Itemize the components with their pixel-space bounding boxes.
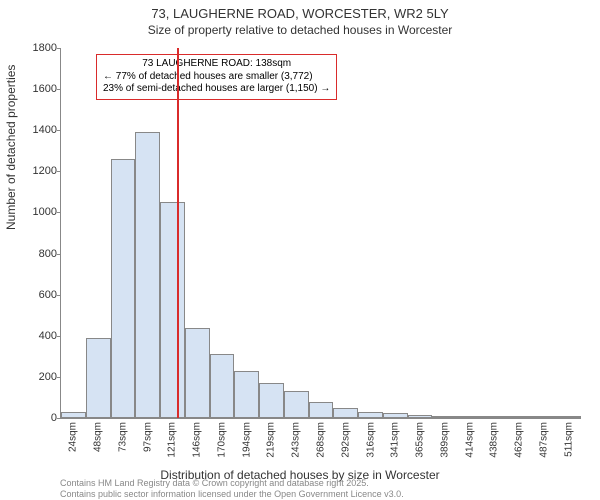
y-tick-mark	[57, 336, 61, 337]
y-tick-mark	[57, 89, 61, 90]
x-tick-label: 414sqm	[464, 422, 475, 458]
histogram-bar	[135, 132, 160, 418]
histogram-bar	[284, 391, 309, 418]
x-tick-label: 194sqm	[241, 422, 252, 458]
x-tick-label: 73sqm	[117, 422, 128, 452]
histogram-bar	[210, 354, 235, 418]
histogram-bar	[86, 338, 111, 418]
x-tick-label: 389sqm	[439, 422, 450, 458]
x-tick-label: 121sqm	[167, 422, 178, 458]
annotation-line2: ← 77% of detached houses are smaller (3,…	[103, 71, 330, 84]
histogram-bar	[234, 371, 259, 418]
x-tick-label: 511sqm	[563, 422, 574, 457]
x-tick-label: 341sqm	[390, 422, 401, 458]
x-tick-label: 219sqm	[266, 422, 277, 458]
property-marker-line	[177, 48, 179, 418]
y-tick-mark	[57, 254, 61, 255]
page-subtitle: Size of property relative to detached ho…	[0, 23, 600, 37]
histogram-bar	[408, 415, 433, 418]
y-tick-mark	[57, 212, 61, 213]
histogram-bar	[333, 408, 358, 418]
chart-container: 73, LAUGHERNE ROAD, WORCESTER, WR2 5LY S…	[0, 0, 600, 500]
x-tick-label: 146sqm	[192, 422, 203, 458]
histogram-bar	[259, 383, 284, 418]
y-axis-label: Number of detached properties	[4, 65, 18, 230]
footnote-line1: Contains HM Land Registry data © Crown c…	[60, 478, 404, 488]
histogram-bar	[309, 402, 334, 418]
x-tick-label: 268sqm	[316, 422, 327, 458]
histogram-bar	[457, 416, 482, 418]
histogram-bar	[61, 412, 86, 418]
y-tick-mark	[57, 377, 61, 378]
histogram-bar	[160, 202, 185, 418]
y-tick-mark	[57, 130, 61, 131]
page-title: 73, LAUGHERNE ROAD, WORCESTER, WR2 5LY	[0, 0, 600, 23]
histogram-bar	[432, 416, 457, 418]
annotation-line3: 23% of semi-detached houses are larger (…	[103, 83, 330, 96]
footnote: Contains HM Land Registry data © Crown c…	[60, 478, 404, 499]
annotation-box: 73 LAUGHERNE ROAD: 138sqm ← 77% of detac…	[96, 54, 337, 100]
histogram-plot: 73 LAUGHERNE ROAD: 138sqm ← 77% of detac…	[60, 48, 581, 419]
x-tick-label: 48sqm	[93, 422, 104, 452]
x-tick-label: 243sqm	[291, 422, 302, 458]
histogram-bar	[383, 413, 408, 418]
x-tick-label: 316sqm	[365, 422, 376, 458]
histogram-bar	[185, 328, 210, 418]
y-tick-mark	[57, 171, 61, 172]
y-tick-mark	[57, 295, 61, 296]
histogram-bar	[531, 416, 556, 418]
histogram-bar	[507, 416, 532, 418]
x-tick-label: 487sqm	[538, 422, 549, 458]
x-tick-label: 462sqm	[514, 422, 525, 458]
x-tick-label: 24sqm	[68, 422, 79, 452]
histogram-bar	[556, 416, 581, 418]
footnote-line2: Contains public sector information licen…	[60, 489, 404, 499]
x-tick-label: 170sqm	[216, 422, 227, 458]
x-tick-label: 438sqm	[489, 422, 500, 458]
histogram-bar	[358, 412, 383, 418]
x-tick-label: 292sqm	[340, 422, 351, 458]
annotation-line1: 73 LAUGHERNE ROAD: 138sqm	[103, 58, 330, 71]
x-tick-label: 97sqm	[142, 422, 153, 452]
x-tick-label: 365sqm	[415, 422, 426, 458]
y-tick-mark	[57, 48, 61, 49]
y-tick-mark	[57, 418, 61, 419]
histogram-bar	[111, 159, 136, 418]
histogram-bar	[482, 416, 507, 418]
